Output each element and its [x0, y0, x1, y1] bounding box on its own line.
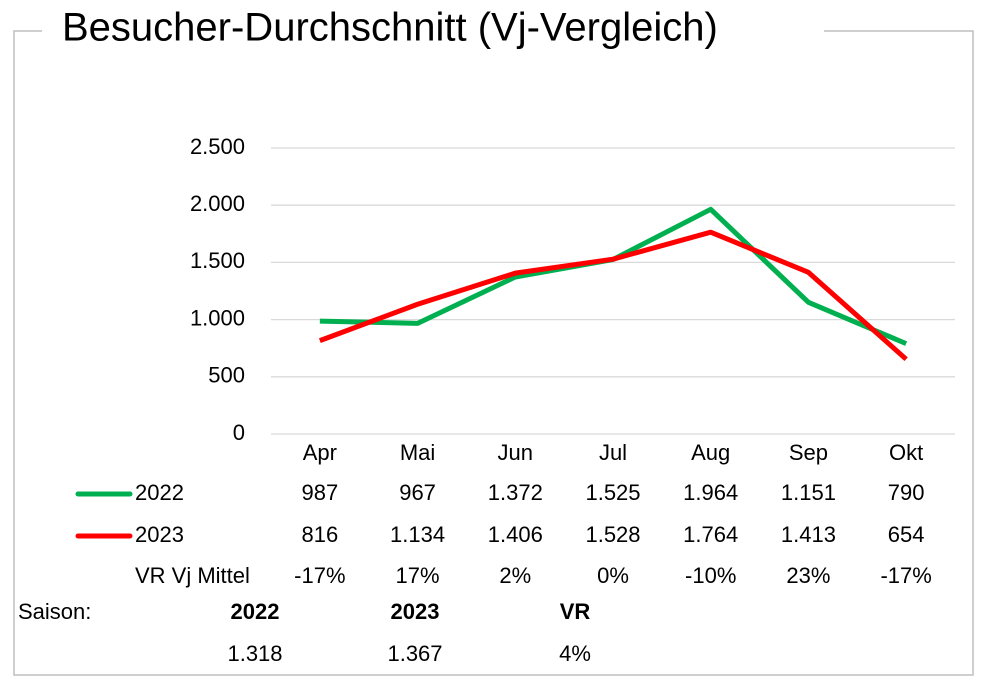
- x-tick-label: Mai: [400, 440, 435, 465]
- season-value: 1.367: [387, 641, 442, 666]
- series-line: [319, 206, 908, 346]
- table-cell: 1.134: [390, 522, 445, 547]
- y-tick-label: 2.500: [190, 134, 245, 159]
- table-cell: -17%: [294, 563, 345, 588]
- season-header: 2023: [391, 599, 440, 624]
- table-cell: 17%: [396, 563, 440, 588]
- table-cell: 23%: [786, 563, 830, 588]
- table-cell: 1.151: [781, 480, 836, 505]
- table-cell: 1.528: [585, 522, 640, 547]
- y-tick-label: 2.000: [190, 191, 245, 216]
- x-tick-label: Jul: [599, 440, 627, 465]
- x-tick-label: Aug: [691, 440, 730, 465]
- y-tick-label: 1.000: [190, 305, 245, 330]
- table-cell: 1.964: [683, 480, 738, 505]
- chart-title: Besucher-Durchschnitt (Vj-Vergleich): [62, 6, 718, 50]
- y-tick-label: 0: [233, 420, 245, 445]
- table-cell: 0%: [597, 563, 629, 588]
- x-tick-label: Jun: [498, 440, 533, 465]
- table-cell: 1.413: [781, 522, 836, 547]
- table-cell: 1.406: [488, 522, 543, 547]
- table-cell: 790: [888, 480, 925, 505]
- table-cell: -10%: [685, 563, 736, 588]
- table-cell: -17%: [880, 563, 931, 588]
- table-cell: 2%: [499, 563, 531, 588]
- table-cell: 987: [301, 480, 338, 505]
- season-header: 2022: [231, 599, 280, 624]
- season-label: Saison:: [18, 599, 91, 624]
- x-tick-label: Sep: [789, 440, 828, 465]
- row-label: VR Vj Mittel: [135, 563, 250, 588]
- table-cell: 1.525: [585, 480, 640, 505]
- legend-label: 2022: [135, 480, 184, 505]
- table-cell: 816: [301, 522, 338, 547]
- legend-label: 2023: [135, 522, 184, 547]
- y-tick-label: 1.500: [190, 248, 245, 273]
- table-cell: 654: [888, 522, 925, 547]
- x-tick-label: Apr: [303, 440, 337, 465]
- season-value: 1.318: [227, 641, 282, 666]
- y-tick-label: 500: [208, 363, 245, 388]
- x-tick-label: Okt: [889, 440, 923, 465]
- table-cell: 1.764: [683, 522, 738, 547]
- title-backdrop: [42, 10, 824, 52]
- series-line: [318, 229, 908, 362]
- table-cell: 967: [399, 480, 436, 505]
- season-header: VR: [560, 599, 591, 624]
- table-cell: 1.372: [488, 480, 543, 505]
- season-value: 4%: [559, 641, 591, 666]
